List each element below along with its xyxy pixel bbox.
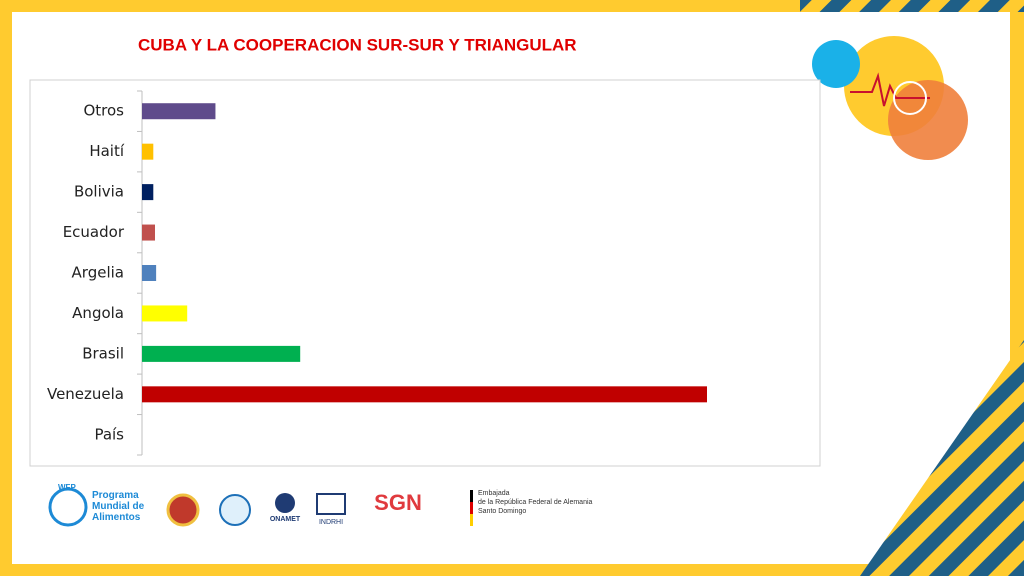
y-tick-label: País [94, 425, 124, 443]
deco-circle [812, 40, 860, 88]
bar [142, 305, 188, 322]
stripes-top [800, 0, 1024, 12]
bar [142, 224, 155, 241]
stripes-corner [860, 340, 1024, 576]
y-tick-label: Angola [72, 304, 124, 322]
y-tick-label: Bolivia [74, 183, 124, 201]
chart-title: CUBA Y LA COOPERACION SUR-SUR Y TRIANGUL… [138, 35, 577, 54]
y-tick-label: Brasil [82, 344, 124, 362]
deco-circle [888, 80, 968, 160]
logo-text: Santo Domingo [478, 508, 526, 515]
bar [142, 143, 154, 160]
logo-text: Embajada [478, 490, 510, 497]
logo-text: SGN [374, 490, 422, 515]
logo-text-box: Programa Mundial de Alimentos [92, 490, 145, 523]
y-tick-label: Haití [89, 142, 125, 160]
y-tick-label: Argelia [72, 264, 124, 282]
logo [219, 494, 251, 526]
bar [142, 386, 707, 403]
deco-icon [893, 81, 927, 115]
logo [275, 493, 295, 513]
y-tick-label: Ecuador [63, 223, 125, 241]
logo-text: INDRHI [319, 519, 343, 526]
y-tick-label: Otros [83, 102, 124, 120]
logo [166, 493, 200, 527]
bar [142, 103, 216, 120]
deco-icon [850, 72, 930, 107]
logo-text: ONAMET [270, 516, 301, 523]
logo [48, 487, 88, 527]
bar [142, 265, 157, 281]
bar [142, 345, 301, 362]
flag [470, 490, 473, 502]
bar [142, 184, 154, 201]
y-tick-label: Venezuela [47, 385, 124, 403]
logo-text: Programa Mundial de Alimentos [92, 490, 145, 523]
logo [316, 493, 346, 515]
footer-logos: WFP Programa Mundial de Alimentos ONAMET… [48, 483, 593, 527]
logo-text: WFP [58, 483, 76, 492]
flag [470, 514, 473, 526]
flag [470, 502, 473, 514]
logo-text: de la República Federal de Alemania [478, 499, 593, 506]
